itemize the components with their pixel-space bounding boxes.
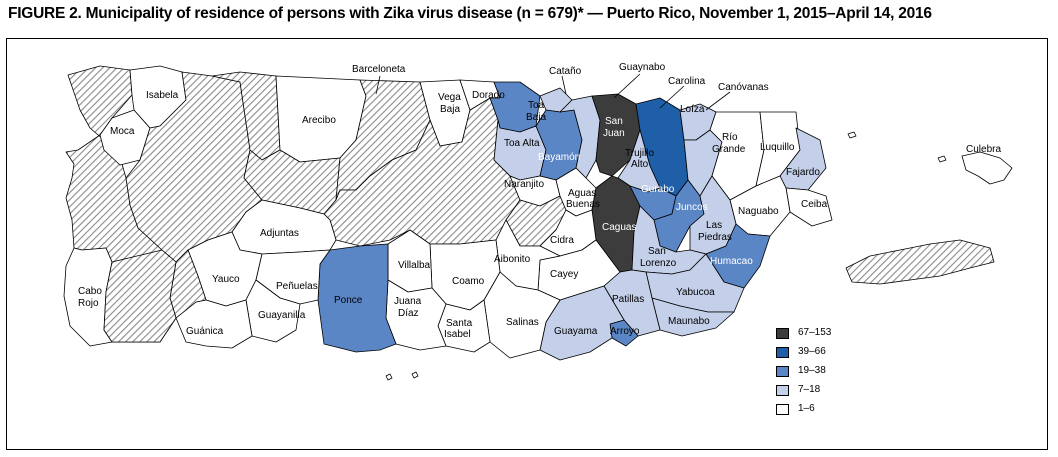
label-carolina: Carolina xyxy=(668,76,706,87)
label-trujillo-alto-2: Alto xyxy=(631,159,649,170)
label-adjuntas: Adjuntas xyxy=(260,228,299,239)
label-yabucoa: Yabucoa xyxy=(676,287,715,298)
legend-label: 19–38 xyxy=(798,365,826,376)
label-las-piedras-1: Las xyxy=(706,220,722,231)
label-naranjito: Naranjito xyxy=(504,179,544,190)
label-culebra: Culebra xyxy=(966,144,1001,155)
map-legend: 67–153 39–66 19–38 7–18 1–6 xyxy=(770,326,850,421)
label-bayamon: Bayamón xyxy=(538,152,580,163)
label-san-juan-1: San xyxy=(605,116,623,127)
island-vieques-hatched xyxy=(845,239,995,285)
legend-item: 67–153 xyxy=(770,326,850,345)
label-naguabo: Naguabo xyxy=(738,206,779,217)
municipality-san-juan xyxy=(591,93,641,177)
label-trujillo-alto-1: Trujillo xyxy=(625,148,655,159)
label-fajardo: Fajardo xyxy=(786,167,820,178)
legend-label: 67–153 xyxy=(798,327,832,338)
label-arecibo: Arecibo xyxy=(302,115,336,126)
label-aibonito: Aibonito xyxy=(494,254,531,265)
legend-swatch xyxy=(776,385,789,396)
label-loiza: Loíza xyxy=(680,104,705,115)
municipality-lajas-hatched xyxy=(103,249,177,343)
island-culebra xyxy=(961,151,1013,185)
label-arroyo: Arroyo xyxy=(610,326,640,337)
label-catano: Cataño xyxy=(549,66,582,77)
label-cabo-rojo-1: Cabo xyxy=(78,286,102,297)
map-frame xyxy=(6,38,1048,450)
label-canovanas: Canóvanas xyxy=(718,82,769,93)
label-humacao: Humacao xyxy=(710,256,753,267)
label-cabo-rojo-2: Rojo xyxy=(78,298,99,309)
label-patillas: Patillas xyxy=(612,294,644,305)
legend-item: 19–38 xyxy=(770,364,850,383)
label-cidra: Cidra xyxy=(550,235,574,246)
legend-swatch xyxy=(776,366,789,377)
label-santa-isabel-2: Isabel xyxy=(444,329,471,340)
label-isabela: Isabela xyxy=(146,90,179,101)
label-maunabo: Maunabo xyxy=(668,316,710,327)
label-rio-grande-2: Grande xyxy=(712,144,746,155)
label-moca: Moca xyxy=(110,126,135,137)
legend-swatch xyxy=(776,328,789,339)
label-toa-baja-2: Baja xyxy=(526,112,546,123)
label-toa-alta: Toa Alta xyxy=(504,138,540,149)
label-villalba: Villalba xyxy=(398,260,430,271)
label-guayanilla: Guayanilla xyxy=(258,310,306,321)
label-gurabo: Gurabo xyxy=(641,184,675,195)
label-juana-diaz-1: Juana xyxy=(394,296,422,307)
figure-title: FIGURE 2. Municipality of residence of p… xyxy=(8,5,932,22)
label-guaynabo: Guaynabo xyxy=(619,62,666,73)
municipality-labels: Barceloneta Cataño Guaynabo Carolina Can… xyxy=(78,62,1001,340)
label-guanica: Guánica xyxy=(186,326,224,337)
label-juana-diaz-2: Díaz xyxy=(398,308,419,319)
label-luquillo: Luquillo xyxy=(760,142,795,153)
label-penuelas: Peñuelas xyxy=(276,281,318,292)
label-ponce: Ponce xyxy=(334,295,363,306)
label-vega-baja-2: Baja xyxy=(440,104,460,115)
label-cayey: Cayey xyxy=(550,269,578,280)
label-guayama: Guayama xyxy=(554,326,598,337)
legend-label: 7–18 xyxy=(798,384,821,395)
label-dorado: Dorado xyxy=(472,90,505,101)
label-santa-isabel-1: Santa xyxy=(446,318,473,329)
islet-icon xyxy=(385,373,393,381)
legend-label: 1–6 xyxy=(798,403,815,414)
label-vega-baja-1: Vega xyxy=(438,92,461,103)
islet-icon xyxy=(937,155,947,163)
legend-swatch xyxy=(776,347,789,358)
label-ceiba: Ceiba xyxy=(801,199,828,210)
label-aguas-buenas-1: Aguas xyxy=(568,188,596,199)
islet-icon xyxy=(847,131,857,139)
label-juncos: Juncos xyxy=(676,202,708,213)
label-san-lorenzo-1: San xyxy=(648,246,666,257)
label-caguas: Caguas xyxy=(602,222,636,233)
municipality-guayanilla xyxy=(245,279,301,343)
label-salinas: Salinas xyxy=(506,317,539,328)
legend-label: 39–66 xyxy=(798,346,826,357)
legend-item: 7–18 xyxy=(770,383,850,402)
label-rio-grande-1: Río xyxy=(722,132,738,143)
legend-item: 1–6 xyxy=(770,402,850,421)
label-barceloneta: Barceloneta xyxy=(352,64,406,75)
islet-icon xyxy=(411,371,419,379)
label-yauco: Yauco xyxy=(212,274,240,285)
municipality-maunabo xyxy=(651,297,735,337)
label-san-juan-2: Juan xyxy=(603,128,625,139)
label-toa-baja-1: Toa xyxy=(528,100,545,111)
label-coamo: Coamo xyxy=(452,276,485,287)
label-las-piedras-2: Piedras xyxy=(698,232,732,243)
label-aguas-buenas-2: Buenas xyxy=(566,199,600,210)
legend-item: 39–66 xyxy=(770,345,850,364)
legend-swatch xyxy=(776,404,789,415)
label-san-lorenzo-2: Lorenzo xyxy=(640,258,677,269)
